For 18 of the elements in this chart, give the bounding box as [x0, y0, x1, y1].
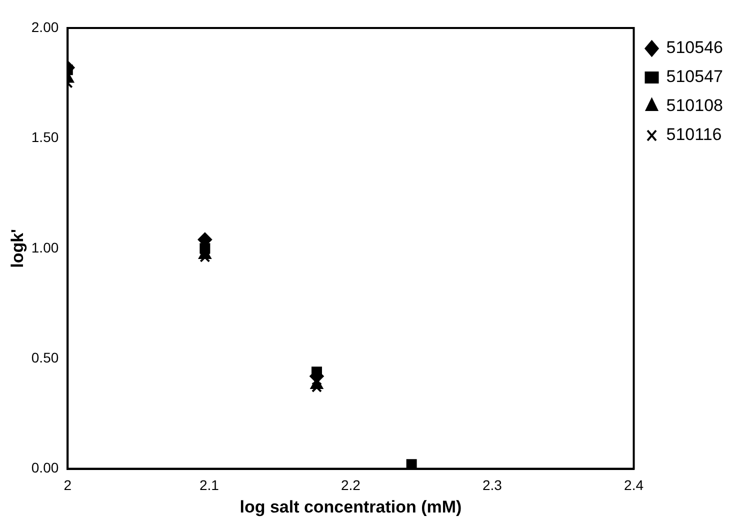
x-tick-label: 2.4: [624, 477, 644, 494]
x-tick-label: 2.1: [199, 477, 220, 494]
point: [406, 459, 417, 469]
y-tick-label: 1.00: [31, 239, 59, 256]
legend-label: 510546: [666, 38, 724, 58]
legend-label: 510108: [666, 96, 724, 116]
y-tick-label: 2.00: [31, 18, 59, 35]
y-tick-label: 1.50: [31, 129, 59, 146]
x-tick-label: 2.3: [482, 477, 502, 494]
y-axis-title: logk': [8, 228, 27, 268]
legend-label: 510116: [666, 125, 722, 144]
point: [312, 382, 322, 392]
y-tick-label: 0.50: [31, 349, 59, 366]
x-axis-title: log salt concentration (mM): [240, 497, 462, 516]
x-tick-label: 2: [64, 477, 72, 494]
y-tick-label: 0.00: [31, 460, 59, 476]
legend-label: 510547: [666, 67, 724, 86]
x-tick-label: 2.2: [340, 477, 361, 494]
